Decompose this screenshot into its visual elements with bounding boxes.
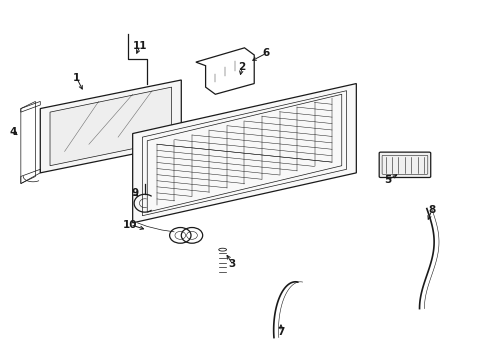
FancyBboxPatch shape [378,152,430,177]
Polygon shape [132,84,356,223]
Text: 7: 7 [277,327,284,337]
Polygon shape [40,80,181,173]
Text: 5: 5 [384,175,391,185]
Text: 3: 3 [228,259,236,269]
Text: 6: 6 [262,48,269,58]
Polygon shape [50,87,171,166]
Text: 8: 8 [427,205,434,215]
Text: 11: 11 [132,41,147,51]
Text: 1: 1 [73,73,80,83]
Text: 4: 4 [10,127,17,137]
Text: 10: 10 [123,220,137,230]
Text: 2: 2 [238,63,245,72]
Text: 9: 9 [131,188,139,198]
